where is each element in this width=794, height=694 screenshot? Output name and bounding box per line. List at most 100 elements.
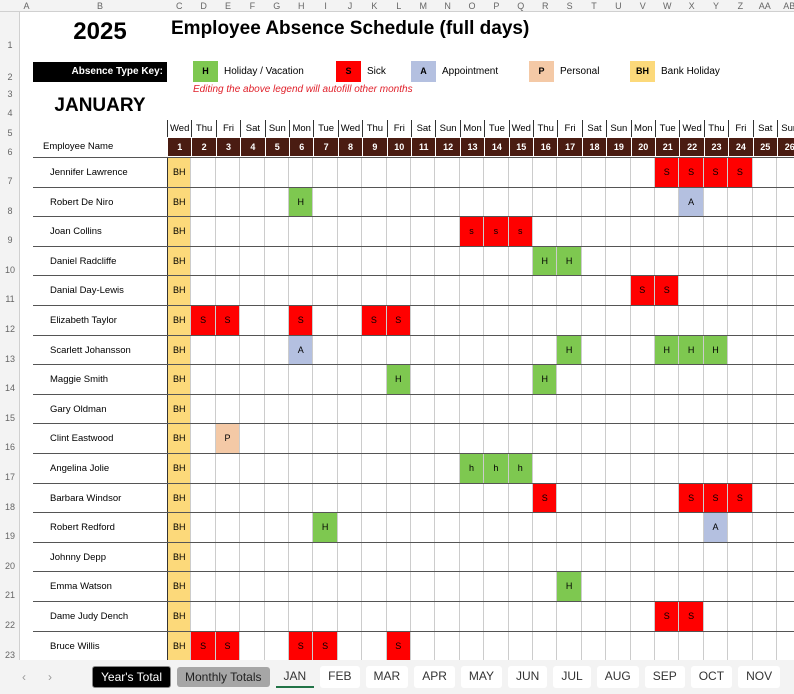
day-cell[interactable] xyxy=(215,217,241,246)
day-cell[interactable] xyxy=(703,454,729,483)
day-cell[interactable] xyxy=(606,602,631,631)
day-cell[interactable] xyxy=(777,424,794,453)
day-cell[interactable] xyxy=(655,306,680,335)
day-cell[interactable] xyxy=(581,572,607,601)
day-cell[interactable] xyxy=(508,158,533,187)
day-cell[interactable] xyxy=(240,187,265,217)
day-cell[interactable] xyxy=(630,513,655,542)
day-cell[interactable]: S xyxy=(533,483,558,513)
day-cell[interactable] xyxy=(386,572,411,601)
day-cell[interactable] xyxy=(752,513,777,542)
day-cell[interactable] xyxy=(703,246,729,276)
day-cell[interactable] xyxy=(581,217,607,246)
day-cell[interactable] xyxy=(337,306,363,335)
day-cell[interactable] xyxy=(337,365,363,394)
day-cell[interactable] xyxy=(508,424,533,453)
day-cell[interactable] xyxy=(777,513,794,542)
day-cell[interactable] xyxy=(337,246,363,276)
column-header[interactable]: K xyxy=(371,1,378,11)
day-cell[interactable] xyxy=(533,572,558,601)
day-cell[interactable]: H xyxy=(679,335,704,365)
day-cell[interactable] xyxy=(655,631,680,661)
day-cell[interactable] xyxy=(606,454,631,483)
day-cell[interactable] xyxy=(606,542,631,572)
day-cell[interactable] xyxy=(777,572,794,601)
day-cell[interactable]: s xyxy=(459,217,485,246)
day-cell[interactable]: S xyxy=(679,602,704,631)
day-cell[interactable] xyxy=(191,276,216,305)
day-cell[interactable]: A xyxy=(703,513,729,542)
day-cell[interactable] xyxy=(362,602,387,631)
day-cell[interactable] xyxy=(215,602,241,631)
day-cell[interactable] xyxy=(215,158,241,187)
day-cell[interactable] xyxy=(630,572,655,601)
day-cell[interactable] xyxy=(752,306,777,335)
day-cell[interactable] xyxy=(459,365,485,394)
day-cell[interactable] xyxy=(313,246,338,276)
day-cell[interactable] xyxy=(679,217,704,246)
column-header[interactable]: B xyxy=(96,1,103,11)
tab-sep[interactable]: SEP xyxy=(644,666,685,688)
day-cell[interactable] xyxy=(703,631,729,661)
day-cell[interactable] xyxy=(581,187,607,217)
day-cell[interactable] xyxy=(777,158,794,187)
tab-oct[interactable]: OCT xyxy=(690,666,733,688)
day-cell[interactable] xyxy=(411,158,436,187)
day-cell[interactable] xyxy=(313,602,338,631)
day-cell[interactable] xyxy=(606,483,631,513)
row-header[interactable]: 8 xyxy=(7,205,13,216)
day-cell[interactable] xyxy=(411,187,436,217)
day-cell[interactable] xyxy=(533,217,558,246)
day-cell[interactable] xyxy=(459,158,485,187)
day-cell[interactable]: H xyxy=(655,335,680,365)
day-cell[interactable] xyxy=(728,454,753,483)
day-cell[interactable] xyxy=(533,394,558,424)
row-header[interactable]: 17 xyxy=(4,472,15,482)
day-cell[interactable] xyxy=(411,513,436,542)
day-cell[interactable] xyxy=(630,217,655,246)
day-cell[interactable]: S xyxy=(215,631,241,661)
day-cell[interactable] xyxy=(703,572,729,601)
day-cell[interactable] xyxy=(533,631,558,661)
day-cell[interactable] xyxy=(777,542,794,572)
day-cell[interactable] xyxy=(533,454,558,483)
day-cell[interactable] xyxy=(337,602,363,631)
day-cell[interactable] xyxy=(484,513,509,542)
day-cell[interactable] xyxy=(337,335,363,365)
day-cell[interactable] xyxy=(191,246,216,276)
day-cell[interactable] xyxy=(484,158,509,187)
day-cell[interactable] xyxy=(703,217,729,246)
column-header[interactable]: R xyxy=(541,1,549,11)
day-cell[interactable] xyxy=(630,483,655,513)
day-cell[interactable] xyxy=(191,602,216,631)
day-cell[interactable] xyxy=(435,483,460,513)
day-cell[interactable] xyxy=(435,276,460,305)
day-cell[interactable]: S xyxy=(679,483,704,513)
day-cell[interactable] xyxy=(435,572,460,601)
day-cell[interactable]: S xyxy=(362,306,387,335)
day-cell[interactable] xyxy=(362,424,387,453)
day-cell[interactable]: H xyxy=(703,335,729,365)
day-cell[interactable] xyxy=(435,454,460,483)
day-cell[interactable] xyxy=(557,483,582,513)
row-header[interactable]: 23 xyxy=(4,649,15,660)
day-cell[interactable] xyxy=(289,394,314,424)
day-cell[interactable] xyxy=(240,276,265,305)
day-cell[interactable] xyxy=(752,483,777,513)
column-header[interactable]: D xyxy=(200,1,207,11)
day-cell[interactable] xyxy=(557,217,582,246)
day-cell[interactable] xyxy=(703,602,729,631)
day-cell[interactable] xyxy=(362,187,387,217)
day-cell[interactable] xyxy=(264,217,289,246)
day-cell[interactable] xyxy=(752,276,777,305)
day-cell[interactable] xyxy=(777,246,794,276)
day-cell[interactable] xyxy=(215,276,241,305)
day-cell[interactable] xyxy=(435,335,460,365)
day-cell[interactable] xyxy=(264,394,289,424)
tab-may[interactable]: MAY xyxy=(460,666,502,688)
day-cell[interactable] xyxy=(191,335,216,365)
day-cell[interactable] xyxy=(215,335,241,365)
day-cell[interactable] xyxy=(215,483,241,513)
day-cell[interactable] xyxy=(508,572,533,601)
day-cell[interactable] xyxy=(655,542,680,572)
